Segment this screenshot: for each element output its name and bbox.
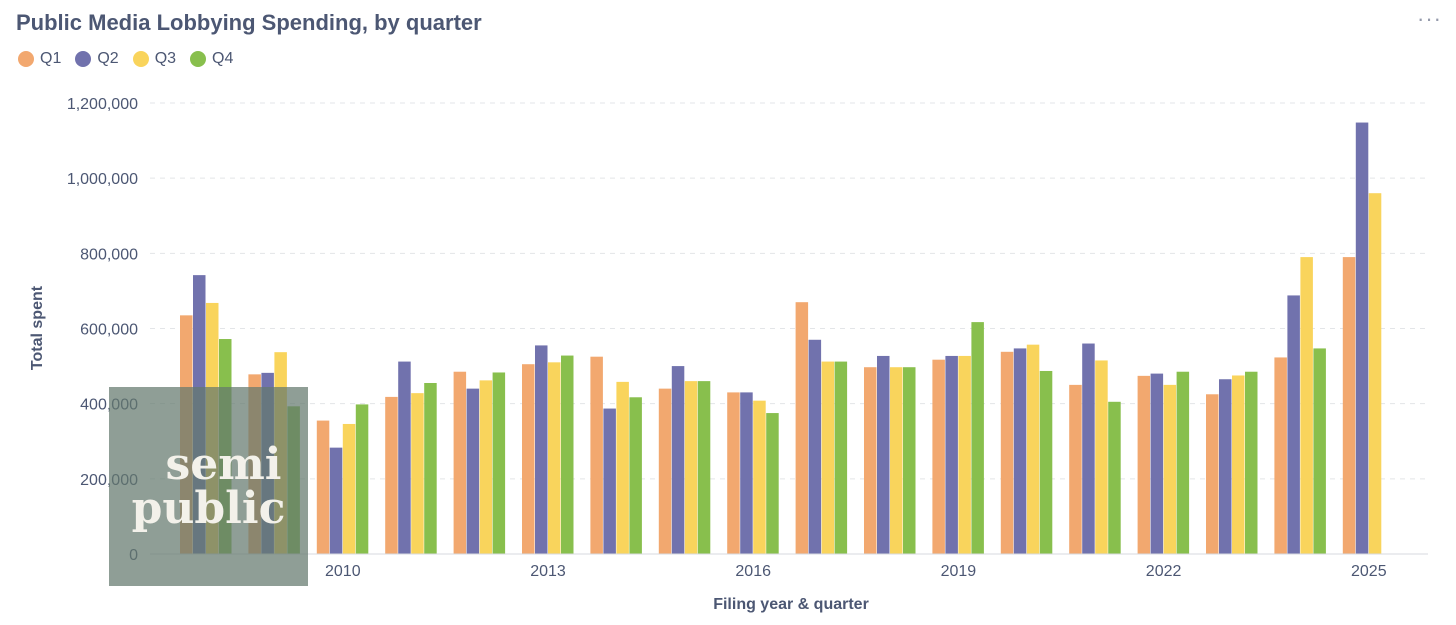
legend-swatch-q3 [132, 51, 149, 67]
bar-2023-q1[interactable] [1206, 394, 1219, 554]
legend-item-q4[interactable]: Q4 [190, 50, 233, 68]
legend-item-q2[interactable]: Q2 [75, 50, 119, 68]
bar-2012-q2[interactable] [466, 388, 480, 554]
bar-2016-q4[interactable] [766, 413, 779, 554]
legend-swatch-q2 [75, 51, 92, 67]
legend-swatch-q1 [18, 51, 34, 67]
bar-2017-q2[interactable] [808, 339, 822, 554]
legend-label-q3: Q3 [154, 50, 177, 67]
bar-2020-q2[interactable] [1013, 348, 1027, 554]
bar-2021-q3[interactable] [1095, 360, 1108, 554]
bar-2015-q2[interactable] [671, 366, 685, 554]
bar-2023-q3[interactable] [1232, 375, 1245, 554]
bar-2020-q1[interactable] [1000, 351, 1014, 554]
bar-2010-q4[interactable] [355, 404, 369, 554]
bar-2012-q1[interactable] [453, 371, 467, 554]
bar-2020-q4[interactable] [1039, 370, 1053, 554]
bars [180, 122, 1382, 554]
bar-2022-q4[interactable] [1176, 371, 1190, 554]
x-tick-label: 2022 [1146, 563, 1182, 580]
bar-2022-q2[interactable] [1150, 373, 1164, 554]
bar-2010-q2[interactable] [329, 447, 343, 554]
bar-2011-q4[interactable] [424, 382, 437, 554]
bar-2019-q2[interactable] [945, 355, 958, 554]
bar-2018-q2[interactable] [877, 355, 890, 554]
bar-2010-q3[interactable] [342, 423, 356, 554]
bar-2023-q4[interactable] [1245, 371, 1258, 554]
bar-2016-q2[interactable] [740, 392, 753, 554]
bar-2017-q3[interactable] [821, 361, 835, 554]
bar-2018-q4[interactable] [903, 367, 916, 554]
bar-2016-q3[interactable] [753, 400, 766, 554]
bar-2020-q3[interactable] [1026, 344, 1040, 554]
x-axis-ticks: 2010 2013 2016 2019 2022 2025 [325, 563, 1387, 580]
legend-swatch-q4 [190, 51, 207, 67]
legend-item-q3[interactable]: Q3 [132, 50, 177, 68]
bar-2022-q3[interactable] [1163, 384, 1177, 554]
legend: Q1 Q2 Q3 Q4 [18, 50, 247, 68]
bar-2025-q2[interactable] [1355, 122, 1369, 554]
bar-2021-q1[interactable] [1069, 384, 1082, 554]
bar-2019-q1[interactable] [932, 359, 945, 554]
bar-2017-q4[interactable] [834, 361, 848, 554]
bar-2017-q1[interactable] [795, 302, 809, 554]
bar-2011-q1[interactable] [385, 396, 398, 554]
bar-2015-q4[interactable] [697, 381, 711, 554]
bar-2021-q4[interactable] [1108, 401, 1121, 554]
x-tick-label: 2013 [530, 563, 566, 580]
bar-2023-q2[interactable] [1219, 379, 1232, 554]
legend-label-q2: Q2 [97, 50, 119, 67]
bar-2013-q1[interactable] [522, 364, 535, 554]
bar-2011-q3[interactable] [411, 393, 424, 554]
bar-2014-q2[interactable] [603, 408, 616, 554]
bar-2018-q1[interactable] [864, 367, 877, 554]
bar-2014-q4[interactable] [629, 397, 642, 554]
bar-2025-q1[interactable] [1342, 257, 1356, 554]
x-tick-label: 2025 [1351, 563, 1387, 580]
bar-2025-q3[interactable] [1368, 193, 1382, 554]
y-tick-label: 600,000 [80, 322, 138, 339]
bar-2022-q1[interactable] [1137, 375, 1151, 554]
x-tick-label: 2016 [735, 563, 771, 580]
y-axis-label: Total spent [29, 285, 46, 370]
bar-2012-q3[interactable] [479, 380, 493, 554]
bar-2011-q2[interactable] [398, 361, 411, 554]
y-tick-label: 1,200,000 [67, 96, 138, 113]
bar-2016-q1[interactable] [727, 392, 740, 554]
legend-label-q4: Q4 [212, 50, 234, 67]
semipublic-watermark-logo: semi public [109, 387, 308, 586]
legend-label-q1: Q1 [40, 50, 62, 67]
legend-item-q1[interactable]: Q1 [18, 50, 61, 68]
chart-title: Public Media Lobbying Spending, by quart… [16, 10, 482, 35]
bar-2019-q3[interactable] [958, 355, 971, 554]
bar-2014-q3[interactable] [616, 381, 629, 554]
bar-2014-q1[interactable] [590, 356, 603, 554]
logo-line-1: semi [165, 438, 282, 490]
bar-2019-q4[interactable] [971, 322, 984, 554]
bar-2013-q4[interactable] [561, 355, 574, 554]
x-tick-label: 2019 [941, 563, 977, 580]
bar-2021-q2[interactable] [1082, 343, 1095, 554]
more-options-icon[interactable]: ··· [1417, 6, 1442, 31]
bar-2018-q3[interactable] [890, 367, 903, 554]
bar-2024-q4[interactable] [1313, 348, 1326, 554]
bar-2015-q3[interactable] [684, 381, 698, 554]
x-axis-label: Filing year & quarter [713, 596, 869, 613]
bar-2024-q3[interactable] [1300, 257, 1313, 554]
bar-2013-q2[interactable] [535, 345, 548, 554]
bar-2024-q2[interactable] [1287, 295, 1300, 554]
logo-line-2: public [131, 482, 286, 534]
bar-2013-q3[interactable] [548, 362, 561, 554]
x-tick-label: 2010 [325, 563, 361, 580]
bar-2010-q1[interactable] [316, 420, 330, 554]
bar-2012-q4[interactable] [492, 372, 506, 554]
y-tick-label: 800,000 [80, 246, 138, 263]
y-tick-label: 1,000,000 [67, 171, 138, 188]
bar-2024-q1[interactable] [1274, 357, 1287, 554]
bar-2015-q1[interactable] [658, 388, 672, 554]
